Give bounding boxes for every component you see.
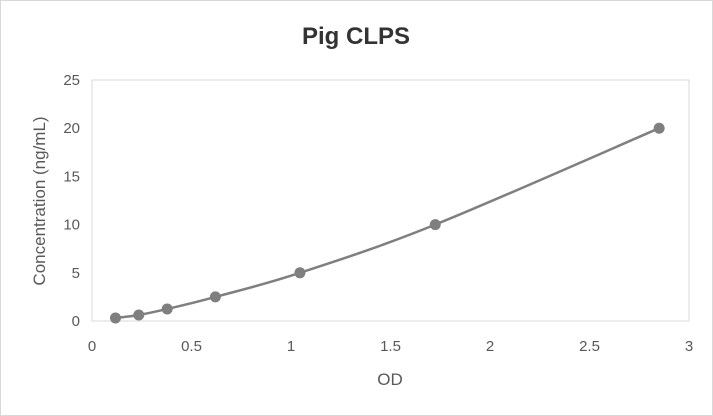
- x-axis-label: OD: [377, 370, 403, 389]
- x-tick-label: 0.5: [181, 338, 202, 355]
- y-tick-label: 20: [63, 120, 80, 137]
- x-tick-label: 0: [88, 338, 96, 355]
- x-tick-label: 1.5: [380, 338, 401, 355]
- plot-area: 0 5 10 15 20 25 0 0.5 1 1.5 2 2.5 3: [63, 72, 693, 355]
- data-point: [653, 122, 665, 134]
- data-point: [133, 309, 145, 321]
- y-tick-label: 10: [63, 217, 80, 234]
- y-tick-label: 15: [63, 168, 80, 185]
- x-tick-label: 2: [486, 338, 494, 355]
- y-axis-label: Concentration (ng/mL): [30, 116, 49, 285]
- series-line: [115, 127, 660, 320]
- chart-title: Pig CLPS: [302, 23, 410, 50]
- y-tick-label: 25: [63, 72, 80, 89]
- data-point: [161, 303, 173, 315]
- y-tick-label: 0: [72, 313, 80, 330]
- data-point: [109, 312, 121, 324]
- data-point: [294, 267, 306, 279]
- x-tick-label: 2.5: [579, 338, 600, 355]
- data-point: [209, 291, 221, 303]
- y-tick-label: 5: [72, 265, 80, 282]
- x-tick-label: 1: [287, 338, 295, 355]
- data-point: [429, 219, 441, 231]
- x-tick-label: 3: [685, 338, 693, 355]
- plot-border: [91, 79, 690, 322]
